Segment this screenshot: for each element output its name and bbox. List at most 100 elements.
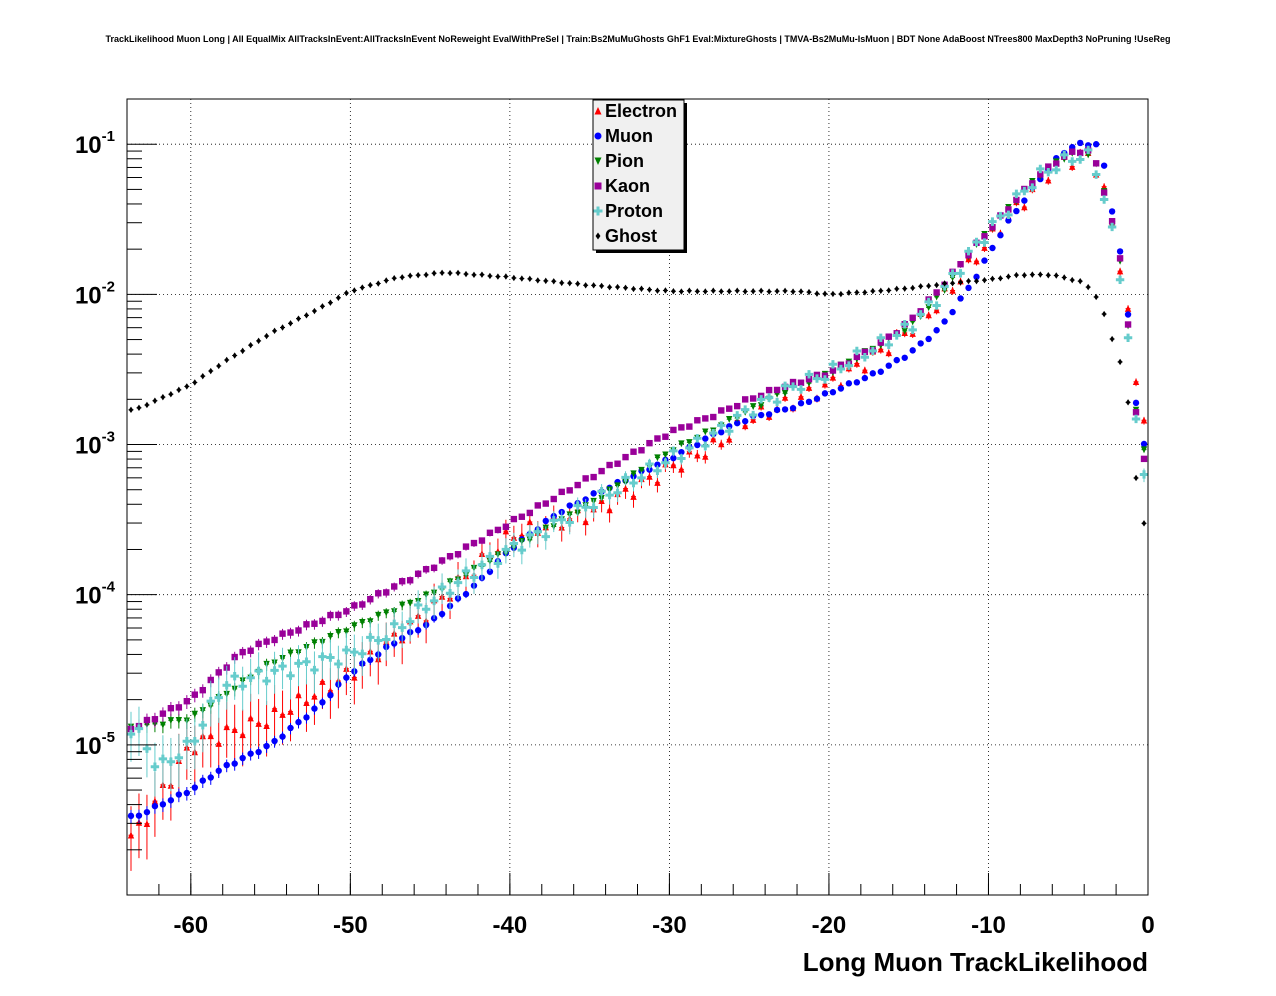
data-point <box>248 341 253 349</box>
data-point <box>462 543 470 550</box>
data-point <box>510 515 518 523</box>
data-point <box>462 590 470 598</box>
data-point <box>1092 160 1100 167</box>
data-point <box>541 532 550 541</box>
data-point <box>1083 145 1093 155</box>
data-point <box>765 411 773 418</box>
data-point <box>159 710 167 717</box>
data-point <box>772 397 782 407</box>
data-point <box>271 705 278 712</box>
data-point <box>693 434 702 443</box>
data-point <box>446 553 454 560</box>
data-point <box>877 345 884 353</box>
data-point <box>519 275 525 282</box>
data-point <box>336 294 341 301</box>
data-point <box>925 311 932 319</box>
data-point <box>670 426 677 434</box>
data-point <box>352 287 357 294</box>
data-point <box>287 707 294 715</box>
data-point <box>593 206 603 216</box>
legend-label: Kaon <box>605 176 650 196</box>
data-point <box>526 518 534 526</box>
data-point <box>1091 170 1101 179</box>
x-tick-label: 0 <box>1141 912 1154 939</box>
data-point <box>1020 186 1029 196</box>
data-point <box>288 320 293 327</box>
data-point <box>830 290 836 298</box>
data-point <box>383 589 390 596</box>
data-point <box>607 283 612 291</box>
data-point <box>486 568 494 575</box>
data-point <box>1069 276 1075 284</box>
data-point <box>1141 520 1147 527</box>
data-point <box>594 107 602 115</box>
data-point <box>263 722 270 729</box>
data-point <box>797 393 805 400</box>
legend-entry-pion: Pion <box>594 151 644 171</box>
data-point <box>594 132 602 140</box>
data-point <box>671 288 676 295</box>
data-point <box>199 777 206 784</box>
data-point <box>368 281 373 289</box>
data-point <box>679 288 684 295</box>
data-point <box>1060 150 1069 160</box>
data-point <box>702 428 709 436</box>
data-point <box>1077 277 1083 285</box>
data-point <box>159 801 167 808</box>
data-point <box>901 354 908 361</box>
data-point <box>543 277 549 285</box>
data-point <box>224 356 229 364</box>
data-point <box>1012 189 1021 199</box>
data-point <box>176 386 182 394</box>
data-point <box>1109 335 1115 343</box>
data-point <box>789 378 797 386</box>
data-point <box>645 459 654 469</box>
data-point <box>957 261 964 268</box>
data-point <box>1069 148 1076 155</box>
data-point <box>573 501 582 510</box>
data-point <box>454 551 462 558</box>
data-point <box>191 710 199 718</box>
data-point <box>764 393 774 402</box>
legend-box <box>592 99 685 251</box>
data-point <box>774 287 780 295</box>
data-point <box>1107 222 1117 232</box>
data-point <box>828 360 838 369</box>
legend-label: Pion <box>605 151 644 171</box>
data-point <box>862 289 868 296</box>
data-point <box>423 271 429 279</box>
data-point <box>654 454 661 462</box>
data-point <box>670 461 677 469</box>
legend-label: Electron <box>605 101 677 121</box>
data-point <box>206 696 215 706</box>
data-point <box>327 687 334 694</box>
data-point <box>407 272 413 279</box>
data-point <box>501 545 511 554</box>
data-point <box>509 539 519 548</box>
data-point <box>239 731 246 739</box>
x-tick-label: -10 <box>971 912 1006 939</box>
data-point <box>702 415 709 422</box>
data-point <box>566 487 573 494</box>
data-point <box>741 422 749 430</box>
data-point <box>933 327 940 334</box>
data-point <box>295 627 302 634</box>
data-point <box>279 630 286 637</box>
data-point <box>231 653 238 661</box>
data-point <box>1140 455 1148 463</box>
data-point <box>748 410 758 420</box>
data-point <box>740 405 750 414</box>
data-point <box>159 721 167 729</box>
data-point <box>463 270 469 278</box>
data-point <box>964 247 973 256</box>
data-point <box>216 362 221 370</box>
data-point <box>981 243 988 251</box>
data-point <box>950 280 955 287</box>
data-point <box>974 277 979 285</box>
data-point <box>455 269 461 277</box>
data-point <box>1099 195 1109 204</box>
data-point <box>383 277 389 284</box>
data-point <box>152 397 158 404</box>
data-point <box>949 308 956 316</box>
